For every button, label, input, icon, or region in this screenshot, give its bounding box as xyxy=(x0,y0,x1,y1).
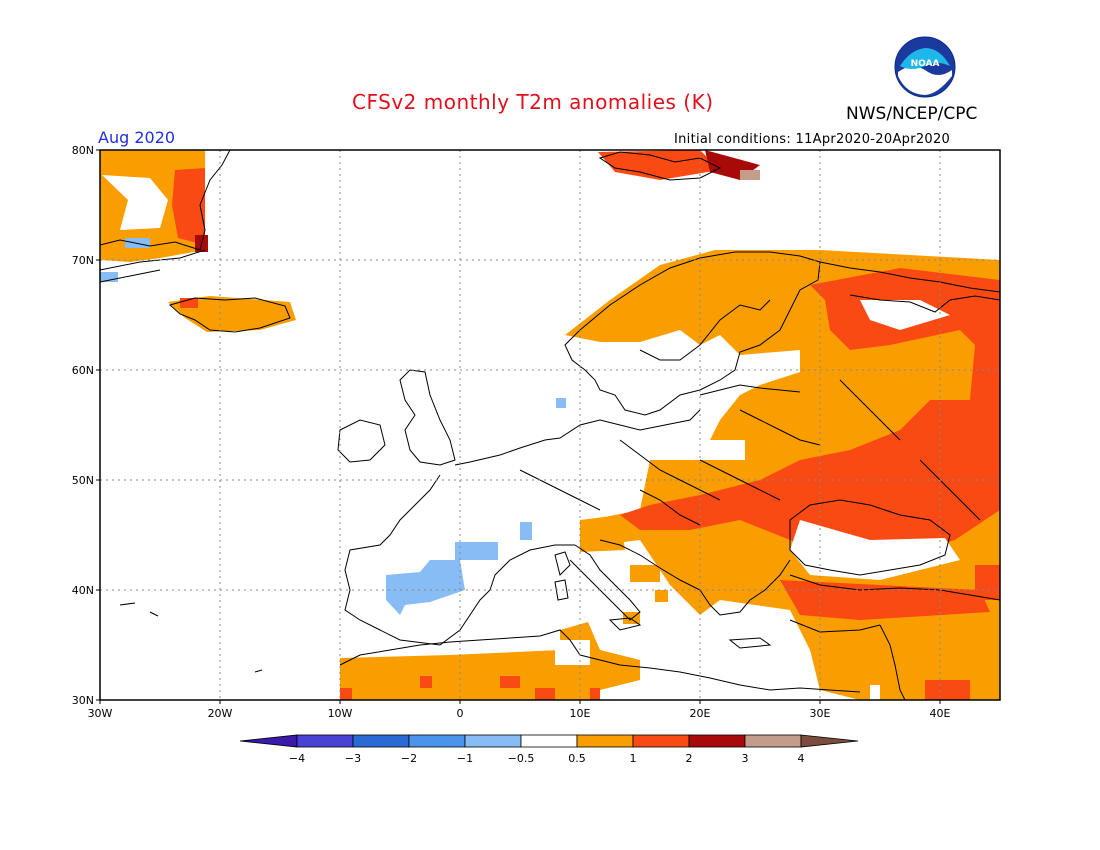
colorbar-segment xyxy=(520,734,578,748)
lon-label: 10E xyxy=(570,707,591,720)
colorbar-tick-label: −4 xyxy=(289,752,305,765)
colorbar-tick-label: 3 xyxy=(742,752,749,765)
lon-label: 30W xyxy=(88,707,113,720)
lat-label: 40N xyxy=(72,584,94,597)
colorbar-segment xyxy=(239,734,298,748)
colorbar-tick-label: 4 xyxy=(798,752,805,765)
initial-conditions: Initial conditions: 11Apr2020-20Apr2020 xyxy=(674,132,951,147)
forecast-period: Aug 2020 xyxy=(98,128,176,147)
coastlines xyxy=(99,149,1001,701)
colorbar-segment xyxy=(632,734,690,748)
lat-label: 30N xyxy=(72,694,94,707)
axis-ticks xyxy=(96,149,941,704)
chart-title: CFSv2 monthly T2m anomalies (K) xyxy=(352,90,714,114)
colorbar-tick-label: 0.5 xyxy=(568,752,586,765)
lon-label: 20E xyxy=(690,707,711,720)
lon-label: 40E xyxy=(930,707,951,720)
colorbar xyxy=(239,734,859,748)
colorbar-segment xyxy=(296,734,354,748)
lat-label: 60N xyxy=(72,364,94,377)
lon-label: 0 xyxy=(457,707,464,720)
lon-label: 10W xyxy=(328,707,353,720)
lat-label: 50N xyxy=(72,474,94,487)
lat-label: 80N xyxy=(72,144,94,157)
noaa-logo-icon: NOAA xyxy=(894,36,956,98)
colorbar-segment xyxy=(576,734,634,748)
colorbar-segment xyxy=(352,734,410,748)
colorbar-tick-label: −2 xyxy=(401,752,417,765)
noaa-logo-text: NOAA xyxy=(911,59,940,69)
colorbar-tick-label: 1 xyxy=(630,752,637,765)
lon-label: 20W xyxy=(208,707,233,720)
lon-label: 30E xyxy=(810,707,831,720)
lat-label: 70N xyxy=(72,254,94,267)
agency-label: NWS/NCEP/CPC xyxy=(846,104,978,124)
colorbar-tick-label: −0.5 xyxy=(508,752,535,765)
gridlines xyxy=(100,150,1000,700)
colorbar-segment xyxy=(408,734,466,748)
colorbar-segment xyxy=(800,734,859,748)
colorbar-tick-label: 2 xyxy=(686,752,693,765)
colorbar-segment xyxy=(464,734,522,748)
colorbar-segment xyxy=(744,734,802,748)
map-frame xyxy=(99,149,1001,701)
colorbar-tick-label: −1 xyxy=(457,752,473,765)
colorbar-tick-label: −3 xyxy=(345,752,361,765)
colorbar-segment xyxy=(688,734,746,748)
